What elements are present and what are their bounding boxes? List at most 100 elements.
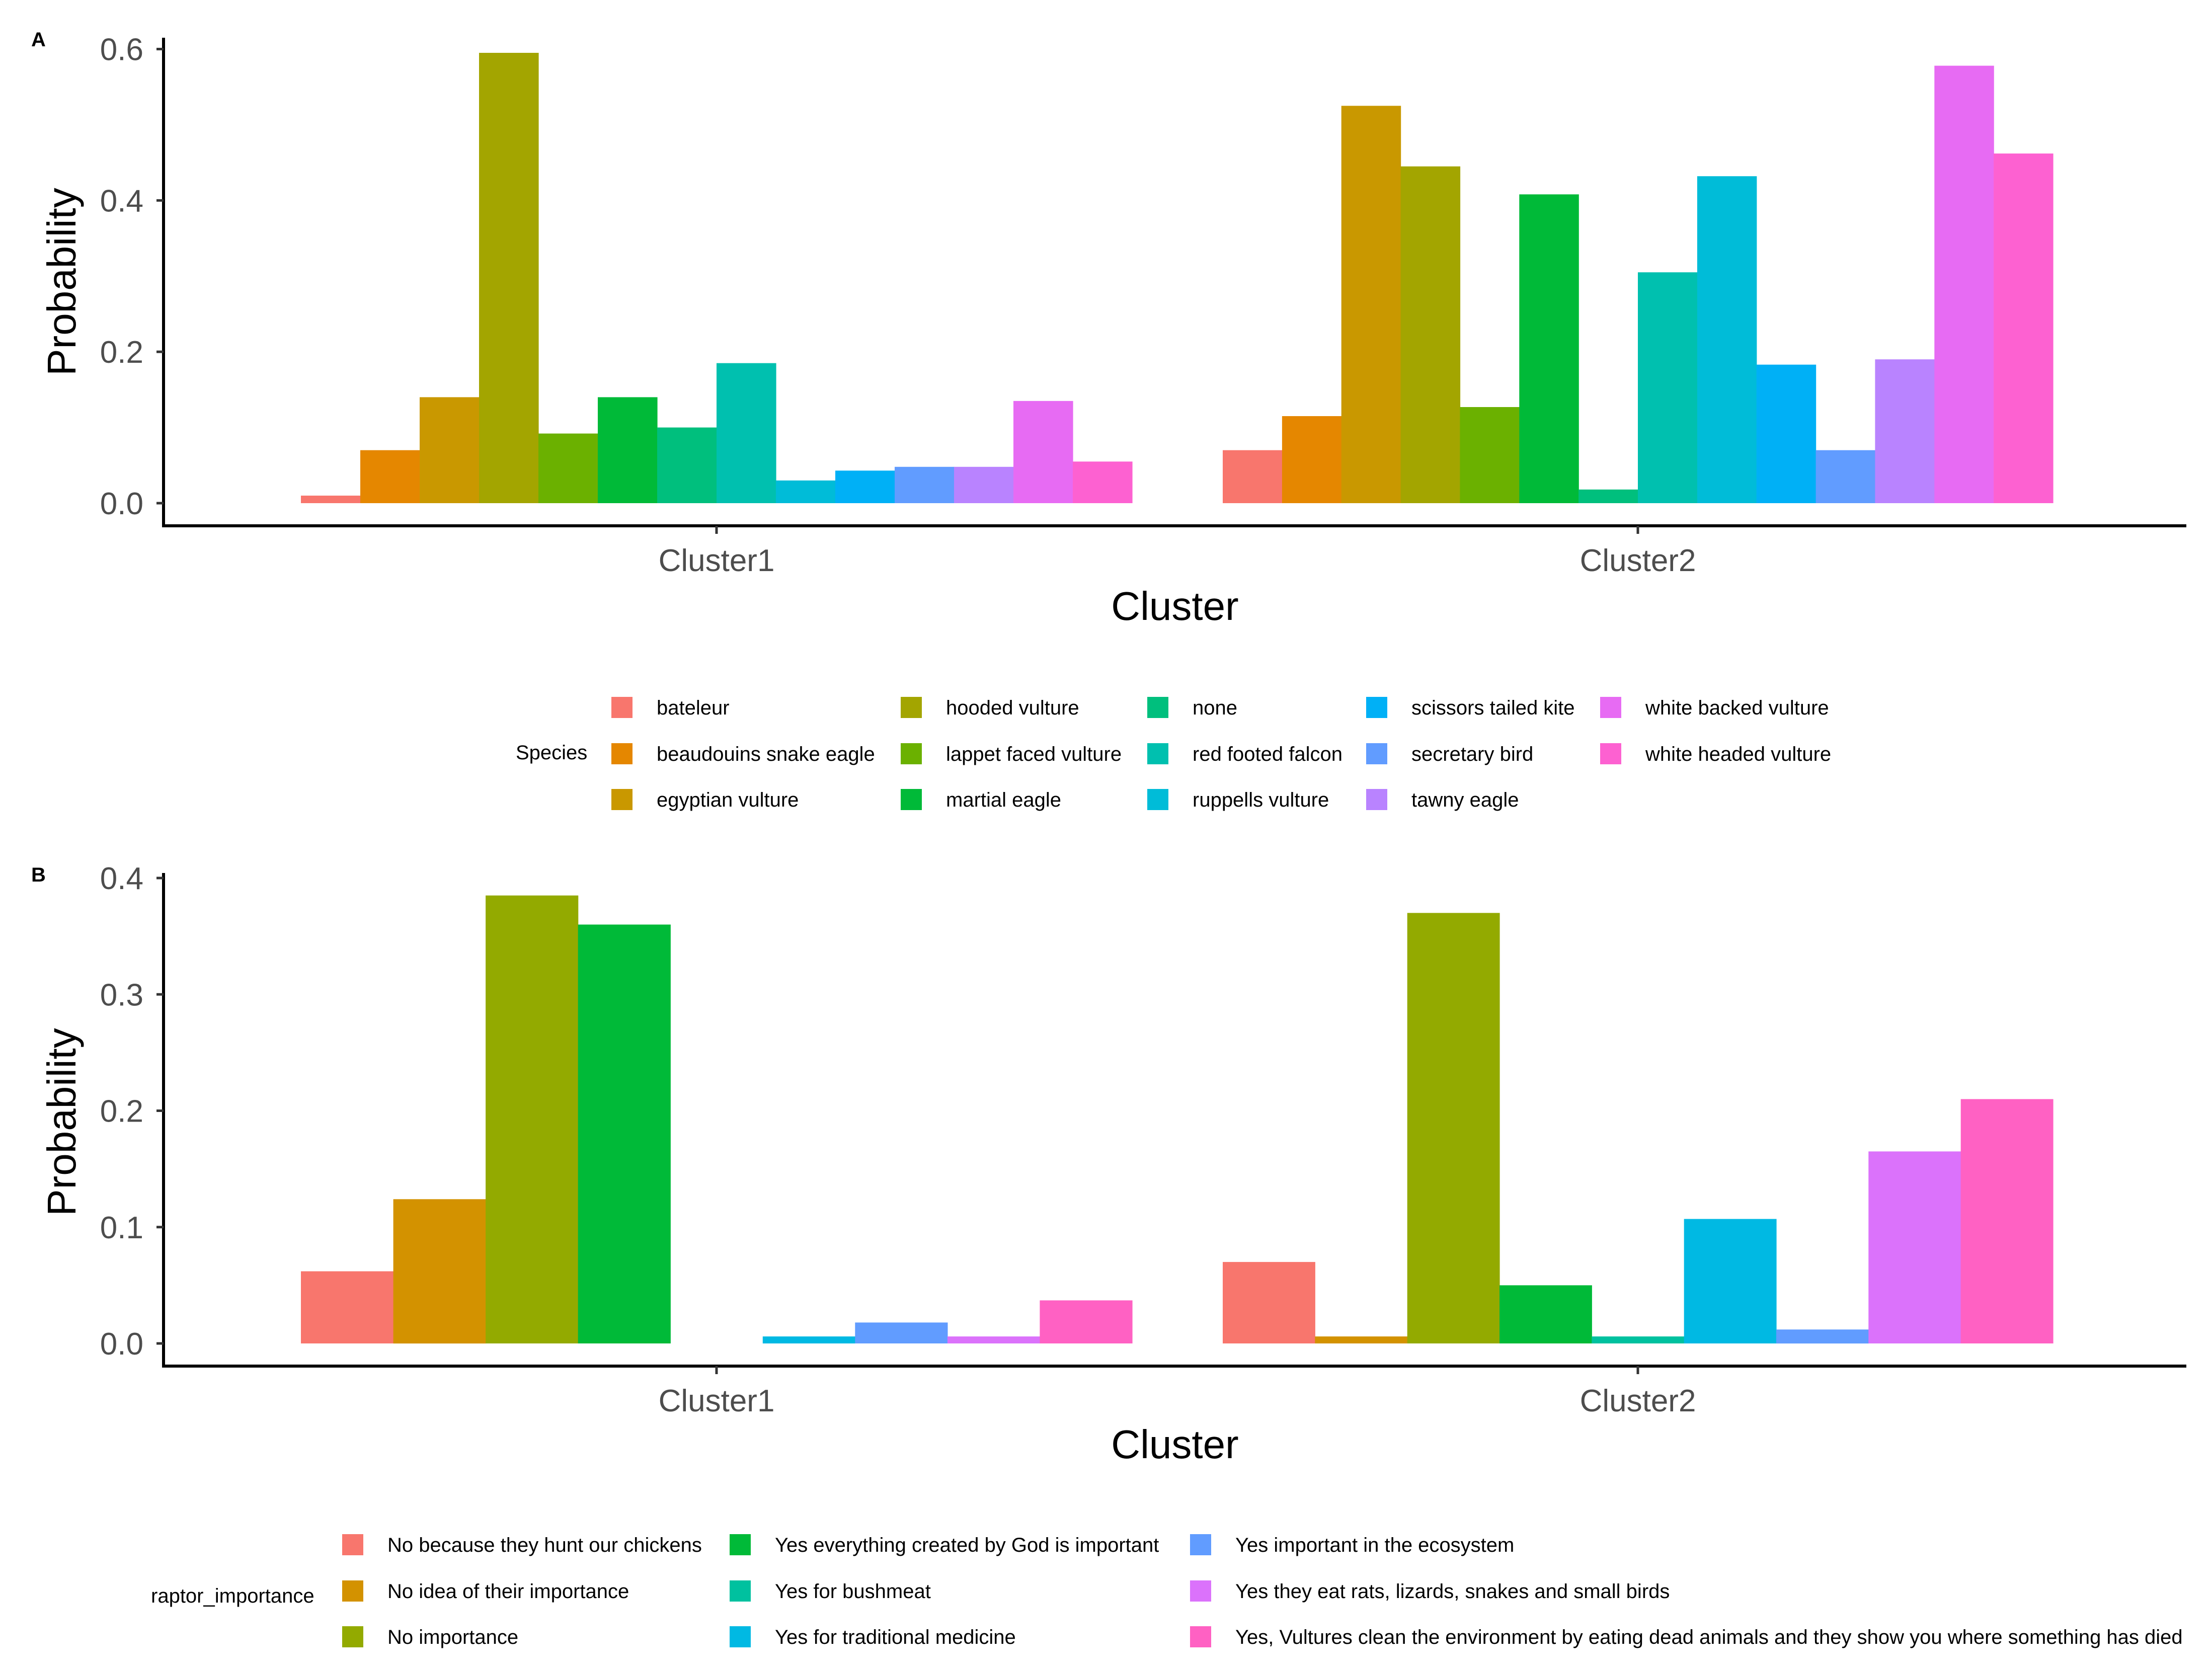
- legend-swatch-b-no-idea-of-their-importance: [342, 1580, 363, 1602]
- x-tick-label-b-cluster1: Cluster1: [659, 1384, 775, 1418]
- y-tick-label-a-0: 0.0: [100, 487, 143, 521]
- bar-a-cluster1-tawny-eagle: [954, 466, 1014, 503]
- bar-b-cluster1-no-importance: [486, 895, 579, 1343]
- legend-swatch-b-yes-for-traditional-medicine: [730, 1626, 751, 1647]
- bar-a-cluster2-none: [1578, 489, 1638, 503]
- bar-a-cluster1-hooded-vulture: [479, 53, 539, 503]
- bar-b-cluster2-yes-everything-created-by-god-is-importa: [1499, 1285, 1592, 1343]
- y-tick-label-b-1: 0.1: [100, 1211, 143, 1245]
- legend-label-a-beaudouins-snake-eagle: beaudouins snake eagle: [657, 743, 875, 765]
- y-tick-label-b-0: 0.0: [100, 1327, 143, 1362]
- legend-label-a-bateleur: bateleur: [657, 697, 730, 719]
- legend-swatch-a-scissors-tailed-kite: [1366, 697, 1387, 718]
- panel-a-y-axis-title: Probability: [39, 188, 84, 376]
- legend-label-a-lappet-faced-vulture: lappet faced vulture: [946, 743, 1122, 765]
- legend-label-a-white-backed-vulture: white backed vulture: [1645, 697, 1829, 719]
- panel-b-tag: B: [31, 864, 46, 886]
- bar-b-cluster1-yes-vultures-clean-the-environment-by-ea: [1040, 1300, 1133, 1343]
- bar-a-cluster1-ruppells-vulture: [776, 480, 836, 503]
- bar-a-cluster2-hooded-vulture: [1400, 166, 1461, 503]
- legend-swatch-a-red-footed-falcon: [1147, 743, 1168, 764]
- panel-b-legend-title: raptor_importance: [151, 1585, 314, 1607]
- panel-a-x-axis-title: Cluster: [1111, 584, 1238, 628]
- bar-a-cluster1-beaudouins-snake-eagle: [360, 450, 420, 503]
- bar-a-cluster1-scissors-tailed-kite: [835, 470, 895, 503]
- bar-b-cluster1-yes-everything-created-by-god-is-importa: [578, 924, 671, 1343]
- y-tick-label-a-1: 0.2: [100, 335, 143, 370]
- legend-swatch-a-secretary-bird: [1366, 743, 1387, 764]
- legend-swatch-b-no-because-they-hunt-our-chickens: [342, 1534, 363, 1555]
- panel-b-chart: B 0.0 0.1 0.2 0.3 0.4 Cluster1 Cluster2 Proba…: [31, 861, 2186, 1648]
- panel-a-chart: A 0.0 0.2 0.4 0.6 Cluster1 Cluster2 Probabil…: [31, 29, 2186, 811]
- panel-a-bars: [301, 53, 2053, 504]
- bar-a-cluster1-martial-eagle: [598, 397, 658, 503]
- y-tick-label-b-3: 0.3: [100, 978, 143, 1012]
- legend-label-a-egyptian-vulture: egyptian vulture: [657, 789, 799, 811]
- bar-a-cluster2-secretary-bird: [1815, 450, 1876, 503]
- legend-label-b-yes-for-traditional-medicine: Yes for traditional medicine: [775, 1626, 1016, 1648]
- legend-swatch-b-yes-vultures-clean-the-environment-by-ea: [1190, 1626, 1211, 1647]
- bar-b-cluster2-yes-vultures-clean-the-environment-by-ea: [1960, 1099, 2053, 1343]
- bar-a-cluster1-lappet-faced-vulture: [538, 433, 598, 503]
- legend-label-b-no-idea-of-their-importance: No idea of their importance: [387, 1580, 629, 1603]
- panel-b-y-axis-title: Probability: [39, 1028, 84, 1216]
- legend-swatch-b-yes-they-eat-rats-lizards-snakes-and-sma: [1190, 1580, 1211, 1602]
- bar-b-cluster2-yes-for-bushmeat: [1592, 1336, 1685, 1343]
- y-tick-label-b-4: 0.4: [100, 861, 143, 896]
- bar-a-cluster1-bateleur: [301, 496, 361, 503]
- bar-a-cluster1-white-backed-vulture: [1013, 401, 1073, 503]
- bar-a-cluster2-white-backed-vulture: [1934, 65, 1994, 504]
- bar-b-cluster1-no-because-they-hunt-our-chickens: [301, 1271, 394, 1343]
- legend-swatch-a-tawny-eagle: [1366, 789, 1387, 810]
- legend-swatch-a-white-backed-vulture: [1600, 697, 1621, 718]
- bar-a-cluster1-secretary-bird: [895, 466, 955, 503]
- y-tick-label-b-2: 0.2: [100, 1094, 143, 1129]
- legend-label-a-scissors-tailed-kite: scissors tailed kite: [1411, 697, 1575, 719]
- bar-a-cluster2-white-headed-vulture: [1994, 153, 2053, 504]
- x-tick-label-a-cluster2: Cluster2: [1580, 543, 1696, 578]
- bar-a-cluster2-ruppells-vulture: [1697, 176, 1757, 503]
- bar-a-cluster2-bateleur: [1223, 450, 1283, 503]
- bar-a-cluster2-tawny-eagle: [1875, 359, 1935, 503]
- legend-swatch-a-lappet-faced-vulture: [901, 743, 922, 764]
- panel-a-x-ticks: Cluster1 Cluster2: [659, 526, 1696, 578]
- legend-swatch-a-white-headed-vulture: [1600, 743, 1621, 764]
- legend-label-a-red-footed-falcon: red footed falcon: [1193, 743, 1342, 765]
- legend-label-a-white-headed-vulture: white headed vulture: [1645, 743, 1831, 765]
- panel-a-legend-title: Species: [516, 742, 587, 764]
- bar-a-cluster1-red-footed-falcon: [717, 363, 776, 503]
- legend-label-a-secretary-bird: secretary bird: [1411, 743, 1533, 765]
- panel-a-tag: A: [31, 29, 46, 51]
- legend-swatch-a-bateleur: [611, 697, 633, 718]
- bar-b-cluster2-yes-important-in-the-ecosystem: [1776, 1329, 1869, 1344]
- bar-a-cluster2-lappet-faced-vulture: [1460, 407, 1520, 503]
- bar-b-cluster1-no-idea-of-their-importance: [393, 1199, 486, 1344]
- panel-b-bars: [301, 895, 2053, 1344]
- legend-label-a-none: none: [1193, 697, 1237, 719]
- bar-b-cluster1-yes-important-in-the-ecosystem: [855, 1322, 948, 1343]
- legend-label-b-yes-they-eat-rats-lizards-snakes-and-sma: Yes they eat rats, lizards, snakes and s…: [1235, 1580, 1670, 1603]
- legend-swatch-b-yes-everything-created-by-god-is-importa: [730, 1534, 751, 1555]
- legend-label-b-no-because-they-hunt-our-chickens: No because they hunt our chickens: [387, 1534, 702, 1556]
- legend-label-a-martial-eagle: martial eagle: [946, 789, 1061, 811]
- legend-label-b-yes-everything-created-by-god-is-importa: Yes everything created by God is importa…: [775, 1534, 1159, 1556]
- bar-a-cluster2-beaudouins-snake-eagle: [1282, 416, 1342, 503]
- panel-b-legend: raptor_importance No because they hunt o…: [151, 1534, 2183, 1648]
- bar-a-cluster1-none: [657, 427, 717, 503]
- bar-a-cluster2-martial-eagle: [1519, 194, 1579, 503]
- bar-a-cluster2-red-footed-falcon: [1638, 272, 1698, 503]
- legend-label-b-yes-important-in-the-ecosystem: Yes important in the ecosystem: [1235, 1534, 1514, 1556]
- legend-swatch-b-yes-for-bushmeat: [730, 1580, 751, 1602]
- legend-swatch-a-none: [1147, 697, 1168, 718]
- bar-b-cluster1-yes-they-eat-rats-lizards-snakes-and-sma: [947, 1336, 1041, 1343]
- bar-a-cluster1-egyptian-vulture: [420, 397, 480, 503]
- legend-label-a-ruppells-vulture: ruppells vulture: [1193, 789, 1329, 811]
- bar-b-cluster2-no-idea-of-their-importance: [1315, 1336, 1408, 1343]
- panel-b-x-axis-title: Cluster: [1111, 1422, 1238, 1467]
- bar-b-cluster2-yes-for-traditional-medicine: [1684, 1219, 1777, 1343]
- legend-label-b-yes-vultures-clean-the-environment-by-ea: Yes, Vultures clean the environment by e…: [1235, 1626, 2183, 1648]
- bar-b-cluster2-no-importance: [1407, 913, 1500, 1343]
- panel-a-y-ticks: 0.0 0.2 0.4 0.6: [100, 33, 164, 521]
- legend-swatch-a-ruppells-vulture: [1147, 789, 1168, 810]
